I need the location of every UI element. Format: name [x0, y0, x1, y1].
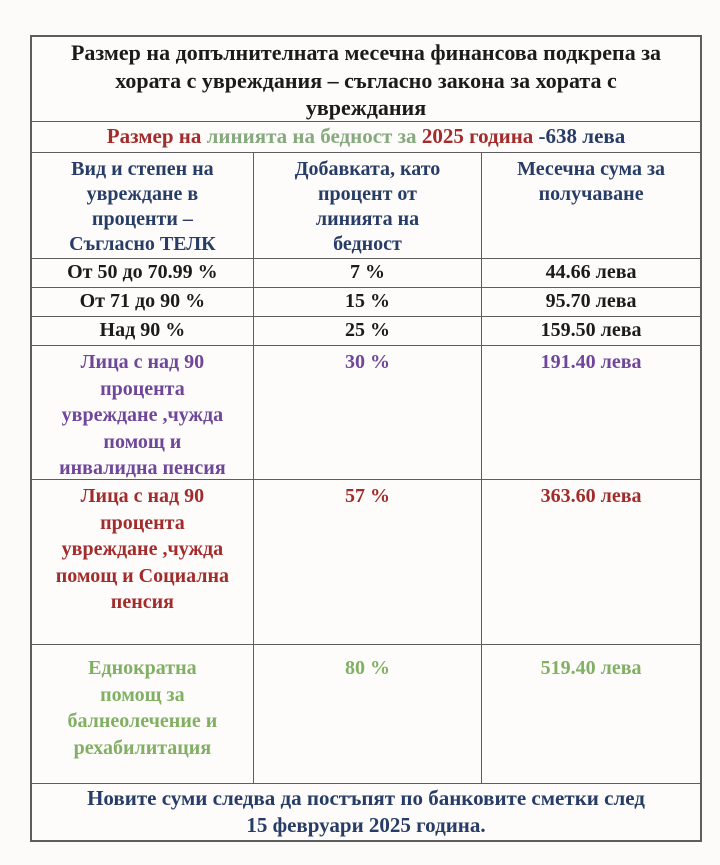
- poverty-line-prefix: Размер на: [106, 124, 207, 148]
- column-header-amount: Месечна сума за получаване: [517, 158, 666, 205]
- percent-cell: 30 %: [254, 346, 483, 479]
- amount-cell: 159.50 лева: [540, 319, 642, 341]
- percent-cell: 80 %: [254, 645, 483, 783]
- column-header-type: Вид и степен на увреждане в проценти – С…: [32, 153, 254, 258]
- percent-cell: 15 %: [254, 288, 483, 316]
- amount-cell: 519.40 лева: [540, 657, 642, 679]
- table-row: Еднократна помощ за балнеолечение и реха…: [32, 645, 700, 784]
- category-cell: Лица с над 90 процента увреждане ,чужда …: [32, 346, 254, 479]
- support-table: Размер на допълнителната месечна финансо…: [30, 35, 702, 842]
- poverty-line-text: Размер на линията на бедност за 2025 год…: [32, 122, 700, 152]
- footer-note: Новите суми следва да постъпят по банков…: [87, 786, 645, 837]
- table-row: Лица с над 90 процента увреждане ,чужда …: [32, 346, 700, 480]
- poverty-line-row: Размер на линията на бедност за 2025 год…: [32, 122, 700, 153]
- table-row: Лица с над 90 процента увреждане ,чужда …: [32, 480, 700, 645]
- amount-cell: 191.40 лева: [540, 351, 642, 373]
- category-cell: От 50 до 70.99 %: [32, 259, 254, 287]
- table-title-row: Размер на допълнителната месечна финансо…: [32, 37, 700, 122]
- percent-cell: 25 %: [254, 317, 483, 345]
- amount-cell: 363.60 лева: [540, 485, 642, 507]
- category-cell: Еднократна помощ за балнеолечение и реха…: [32, 645, 254, 783]
- category-cell: От 71 до 90 %: [32, 288, 254, 316]
- column-header-percent: Добавката, като процент от линията на бе…: [254, 153, 483, 258]
- percent-cell: 7 %: [254, 259, 483, 287]
- amount-cell: 95.70 лева: [545, 290, 637, 312]
- table-row: От 50 до 70.99 % 7 % 44.66 лева: [32, 259, 700, 288]
- percent-cell: 57 %: [254, 480, 483, 644]
- table-row: Над 90 % 25 % 159.50 лева: [32, 317, 700, 346]
- footer-row: Новите суми следва да постъпят по банков…: [32, 784, 700, 840]
- table-row: От 71 до 90 % 15 % 95.70 лева: [32, 288, 700, 317]
- header-row: Вид и степен на увреждане в проценти – С…: [32, 153, 700, 259]
- poverty-line-year: 2025 година: [421, 124, 539, 148]
- amount-cell: 44.66 лева: [545, 261, 637, 283]
- poverty-line-amount: -638 лева: [538, 124, 626, 148]
- poverty-line-middle: линията на бедност за: [206, 124, 422, 148]
- category-cell: Над 90 %: [32, 317, 254, 345]
- category-cell: Лица с над 90 процента увреждане ,чужда …: [32, 480, 254, 644]
- table-title: Размер на допълнителната месечна финансо…: [70, 40, 662, 120]
